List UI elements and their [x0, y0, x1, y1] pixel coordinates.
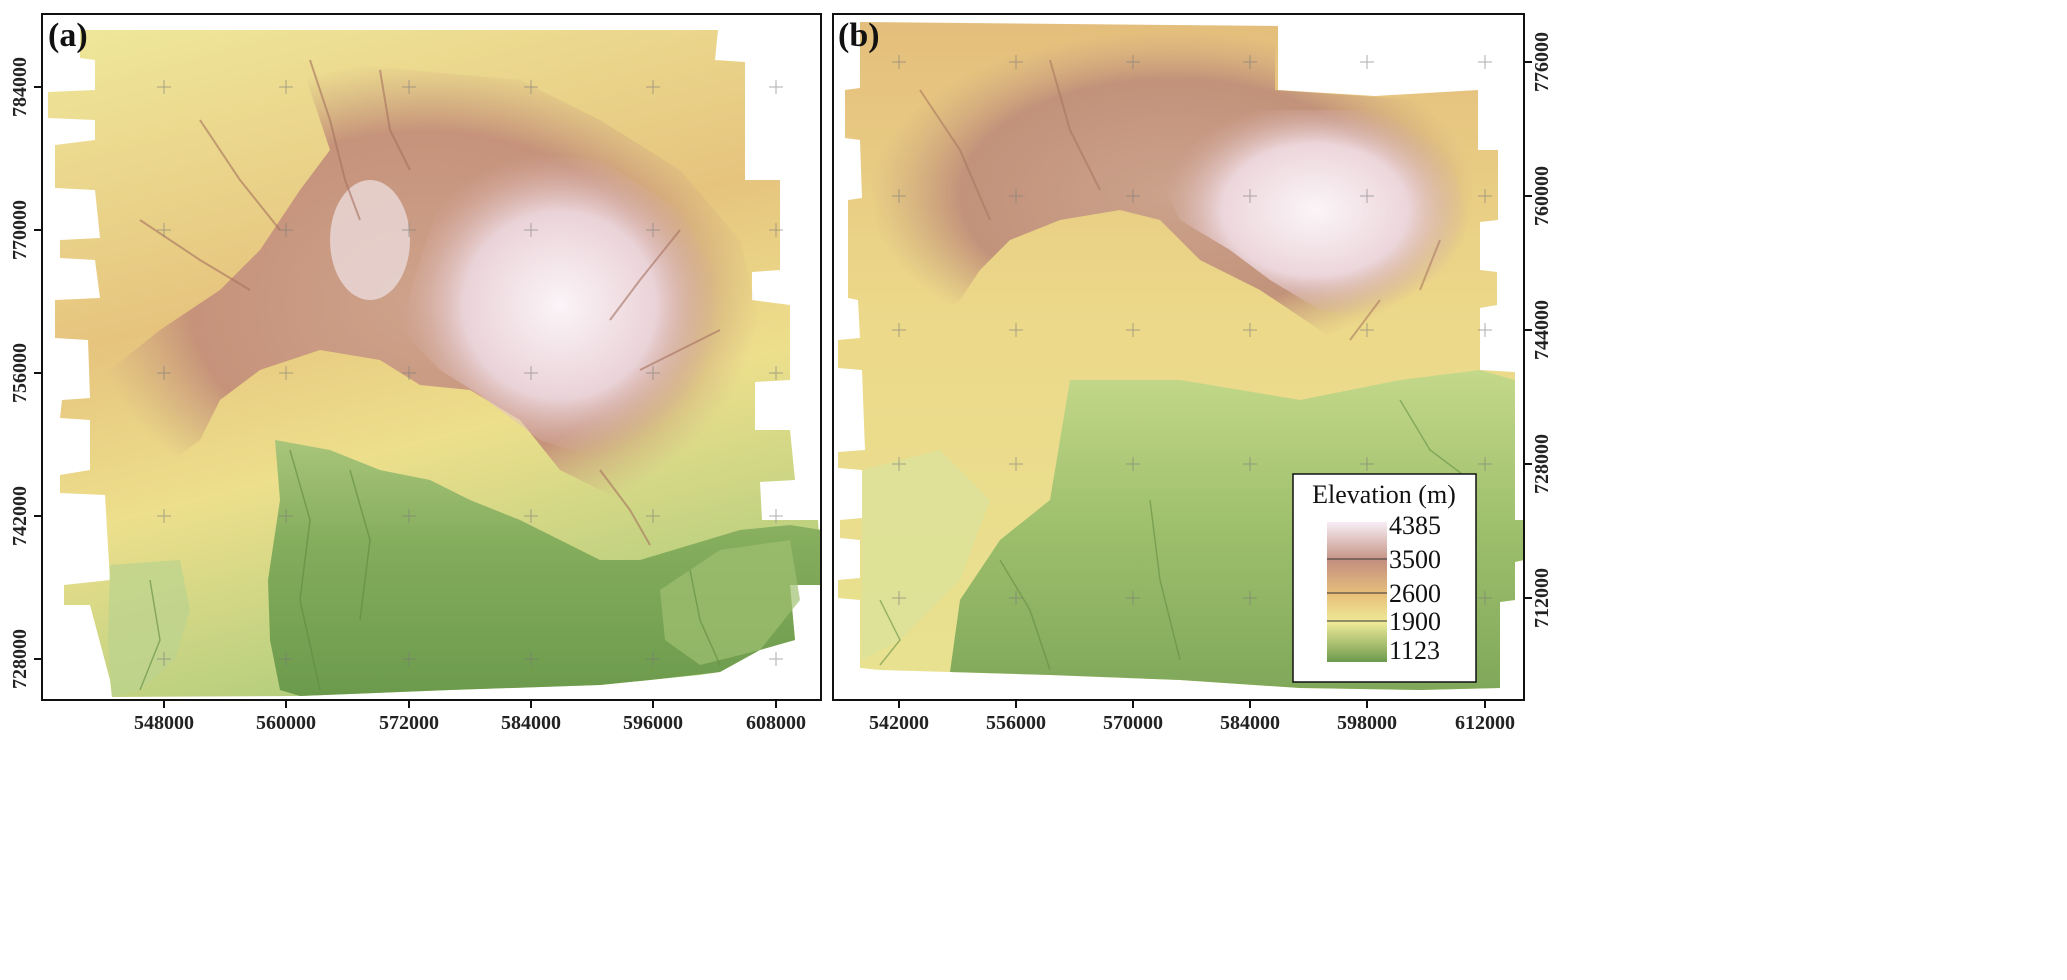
legend-colorbar: [1327, 522, 1387, 662]
map-frame-a: [41, 13, 822, 701]
legend-value: 1900: [1389, 607, 1441, 636]
panel-label-b: (b): [838, 17, 880, 54]
y-tick-labels-b: 776000 760000 744000 728000 712000: [1531, 32, 1553, 628]
y-tick-labels-a: 784000 770000 756000 742000 728000: [9, 57, 31, 689]
terrain-low-b2: [862, 450, 990, 660]
y-ticks-b: [1524, 61, 1532, 599]
y-tick-label: 776000: [1531, 32, 1553, 92]
x-tick-label: 612000: [1455, 712, 1515, 734]
x-tick-label: 596000: [623, 712, 683, 734]
y-tick-label: 742000: [9, 486, 31, 546]
legend-tick-lines: [1327, 558, 1387, 622]
x-tick-label: 584000: [501, 712, 561, 734]
x-tick-label: 598000: [1337, 712, 1397, 734]
y-tick-label: 784000: [9, 57, 31, 117]
terrain-low-a2: [108, 560, 190, 697]
y-tick-label: 728000: [9, 629, 31, 689]
panel-b: 542000 556000 570000 584000 598000 61200…: [832, 13, 1553, 734]
grid-crosses-b: [892, 55, 1492, 605]
legend-value: 1123: [1389, 636, 1440, 665]
elevation-legend: Elevation (m) 4385 3500 2600 1900 1123: [1292, 473, 1477, 683]
panel-a: 548000 560000 572000 584000 596000 60800…: [9, 13, 822, 734]
elevation-map-a: [48, 30, 821, 697]
x-tick-label: 584000: [1220, 712, 1280, 734]
x-ticks-a: [163, 700, 777, 708]
drainage-lines-a: [139, 59, 721, 546]
y-tick-label: 712000: [1531, 568, 1553, 628]
terrain-peak-a: [400, 150, 720, 460]
y-tick-label: 744000: [1531, 300, 1553, 360]
legend-value: 2600: [1389, 579, 1441, 608]
legend-value: 3500: [1389, 545, 1441, 574]
x-tick-label: 556000: [986, 712, 1046, 734]
y-tick-label: 728000: [1531, 434, 1553, 494]
x-tick-labels-a: 548000 560000 572000 584000 596000 60800…: [134, 712, 806, 734]
x-tick-label: 608000: [746, 712, 806, 734]
y-tick-label: 760000: [1531, 166, 1553, 226]
x-tick-labels-b: 542000 556000 570000 584000 598000 61200…: [869, 712, 1515, 734]
stream-lines-a: [139, 449, 721, 691]
terrain-peak-a2: [330, 180, 410, 300]
grid-crosses-a: [157, 80, 783, 666]
terrain-peak-b: [1160, 100, 1470, 320]
y-ticks-a: [34, 86, 42, 660]
y-tick-label: 756000: [9, 343, 31, 403]
drainage-lines-b: [919, 59, 1441, 341]
panel-label-a: (a): [48, 17, 88, 54]
terrain-low-a3: [660, 540, 800, 665]
y-tick-label: 770000: [9, 200, 31, 260]
map-frame-b: [832, 13, 1525, 701]
x-tick-label: 548000: [134, 712, 194, 734]
legend-value: 4385: [1389, 511, 1441, 540]
stream-lines-b: [879, 399, 1471, 671]
x-tick-label: 572000: [379, 712, 439, 734]
x-tick-label: 570000: [1103, 712, 1163, 734]
x-tick-label: 542000: [869, 712, 929, 734]
x-tick-label: 560000: [256, 712, 316, 734]
x-ticks-b: [898, 700, 1486, 708]
legend-title: Elevation (m): [1312, 480, 1456, 509]
